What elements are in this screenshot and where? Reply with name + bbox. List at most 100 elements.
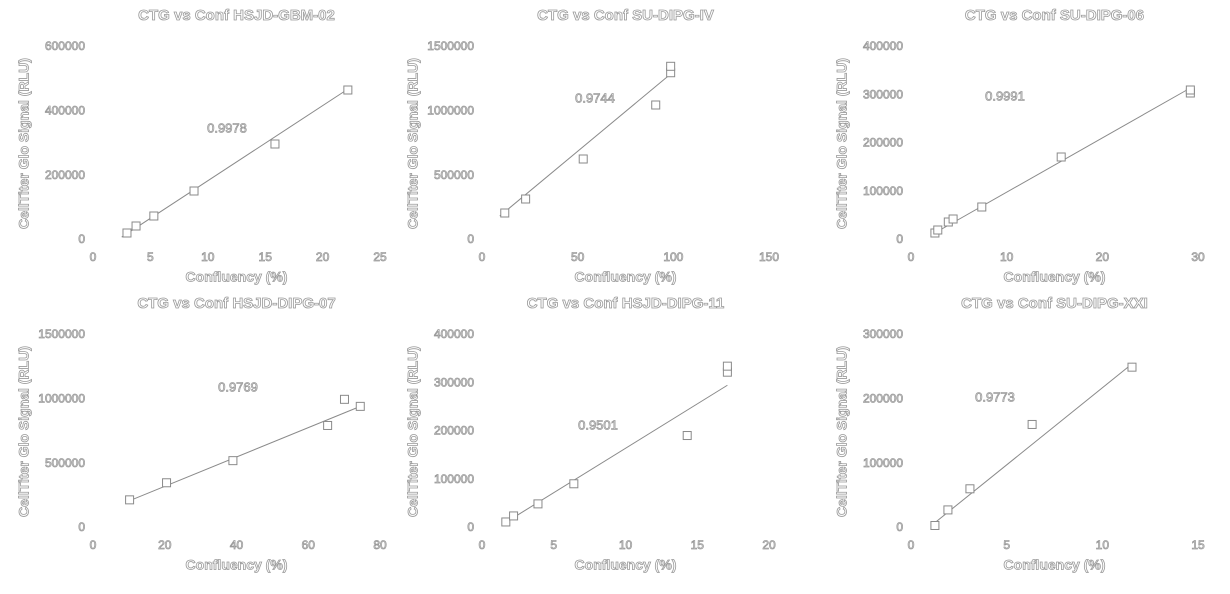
point	[122, 228, 132, 238]
y-tick-label: 200000	[863, 392, 903, 406]
x-tick-label: 40	[230, 538, 244, 552]
y-tick-label: 1000000	[427, 104, 474, 118]
x-axis-label: Confluency (%)	[575, 557, 677, 573]
x-tick-label: 10	[619, 538, 633, 552]
x-tick-label: 0	[90, 250, 97, 264]
point	[339, 394, 349, 404]
point	[533, 499, 543, 509]
x-tick-label: 20	[762, 538, 776, 552]
r-squared-annotation: 0.9978	[207, 120, 247, 135]
x-axis-label: Confluency (%)	[1004, 269, 1106, 285]
x-tick-label: 10	[1096, 538, 1110, 552]
x-tick-label: 0	[90, 538, 97, 552]
y-axis-label: CellTiter Glo Signal (RLU)	[405, 346, 421, 517]
x-tick-label: 15	[1191, 538, 1205, 552]
point	[125, 495, 135, 505]
point	[1185, 85, 1195, 95]
x-tick-label: 0	[908, 538, 915, 552]
x-axis-label: Confluency (%)	[186, 269, 288, 285]
chart-title: CTG vs Conf HSJD-GBM-02	[138, 7, 335, 24]
x-tick-label: 25	[373, 250, 387, 264]
point	[323, 420, 333, 430]
r-squared-annotation: 0.9744	[575, 90, 615, 105]
y-tick-label: 200000	[863, 136, 903, 150]
point	[943, 505, 953, 515]
point	[501, 517, 511, 527]
point	[948, 214, 958, 224]
y-tick-label: 400000	[434, 327, 474, 341]
y-tick-label: 1500000	[38, 327, 85, 341]
y-axis-label: CellTiter Glo Signal (RLU)	[405, 58, 421, 229]
x-tick-label: 5	[550, 538, 557, 552]
point	[666, 61, 676, 71]
y-tick-label: 400000	[45, 104, 85, 118]
x-tick-label: 80	[373, 538, 387, 552]
fit-line	[126, 405, 361, 503]
y-tick-label: 100000	[434, 472, 474, 486]
y-tick-label: 300000	[434, 375, 474, 389]
y-tick-label: 0	[467, 520, 474, 534]
chart-title: CTG vs Conf SU-DIPG-06	[965, 7, 1144, 24]
point	[977, 202, 987, 212]
y-tick-label: 1500000	[427, 39, 474, 53]
chart-title: CTG vs Conf SU-DIPG-XXI	[961, 295, 1148, 312]
r-squared-annotation: 0.9773	[975, 389, 1015, 404]
fit-line	[121, 88, 349, 238]
point	[682, 431, 692, 441]
y-axis-label: CellTiter Glo Signal (RLU)	[834, 346, 850, 517]
point	[500, 208, 510, 218]
y-tick-label: 0	[467, 232, 474, 246]
y-tick-label: 200000	[45, 168, 85, 182]
y-tick-label: 600000	[45, 39, 85, 53]
point	[343, 85, 353, 95]
y-tick-label: 0	[78, 232, 85, 246]
r-squared-annotation: 0.9501	[578, 417, 618, 432]
chart-title: CTG vs Conf HSJD-DIPG-07	[137, 295, 335, 312]
x-tick-label: 50	[571, 250, 585, 264]
x-axis-label: Confluency (%)	[186, 557, 288, 573]
x-tick-label: 20	[158, 538, 172, 552]
x-tick-label: 0	[479, 250, 486, 264]
y-tick-label: 0	[78, 520, 85, 534]
point	[270, 139, 280, 149]
y-tick-label: 100000	[863, 184, 903, 198]
fit-line	[499, 73, 671, 217]
x-tick-label: 20	[316, 250, 330, 264]
point	[521, 194, 531, 204]
point	[569, 479, 579, 489]
r-squared-annotation: 0.9991	[985, 88, 1025, 103]
y-tick-label: 0	[896, 232, 903, 246]
x-tick-label: 60	[302, 538, 316, 552]
x-tick-label: 0	[908, 250, 915, 264]
point	[651, 100, 661, 110]
point	[933, 225, 943, 235]
x-tick-label: 150	[759, 250, 779, 264]
y-tick-label: 1000000	[38, 392, 85, 406]
point	[131, 221, 141, 231]
x-tick-label: 5	[147, 250, 154, 264]
point	[1127, 362, 1137, 372]
y-tick-label: 500000	[45, 456, 85, 470]
point	[965, 484, 975, 494]
chart-title: CTG vs Conf SU-DIPG-IV	[537, 7, 714, 24]
point	[509, 511, 519, 521]
point	[722, 361, 732, 371]
x-tick-label: 0	[479, 538, 486, 552]
x-tick-label: 5	[1003, 538, 1010, 552]
r-squared-annotation: 0.9769	[218, 379, 258, 394]
x-tick-label: 10	[201, 250, 215, 264]
point	[578, 154, 588, 164]
point	[149, 211, 159, 221]
x-tick-label: 20	[1096, 250, 1110, 264]
x-tick-label: 15	[259, 250, 273, 264]
chart-title: CTG vs Conf HSJD-DIPG-11	[527, 295, 725, 312]
point	[162, 478, 172, 488]
point	[1056, 152, 1066, 162]
y-axis-label: CellTiter Glo Signal (RLU)	[834, 58, 850, 229]
y-tick-label: 100000	[863, 456, 903, 470]
fit-line	[506, 384, 728, 523]
point	[355, 401, 365, 411]
x-axis-label: Confluency (%)	[1004, 557, 1106, 573]
point	[930, 520, 940, 530]
y-tick-label: 200000	[434, 424, 474, 438]
